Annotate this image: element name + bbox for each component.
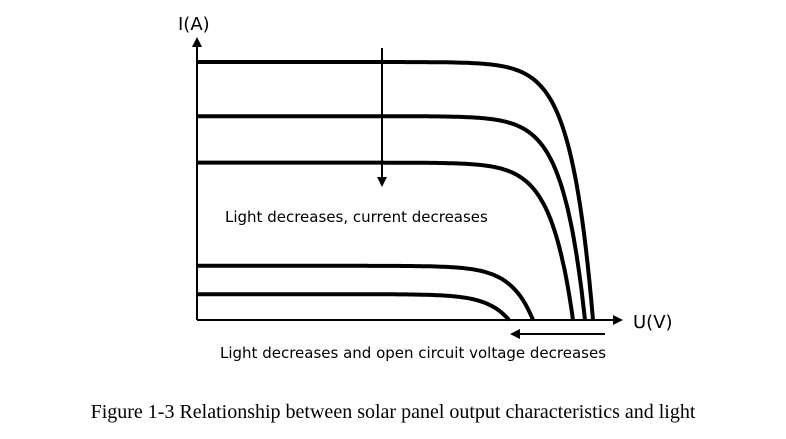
voltage-annotation: Light decreases and open circuit voltage…	[220, 344, 606, 362]
iv-curve-1	[196, 60, 595, 321]
figure-caption: Figure 1-3 Relationship between solar pa…	[91, 401, 696, 423]
curve-group	[196, 60, 595, 322]
iv-curve-2	[196, 114, 587, 321]
x-axis-label: U(V)	[633, 312, 673, 333]
iv-curve-4	[196, 263, 535, 321]
current-annotation: Light decreases, current decreases	[225, 208, 488, 226]
iv-curve-5	[196, 292, 511, 322]
iv-curve-3	[196, 160, 575, 321]
y-axis-label: I(A)	[178, 14, 210, 35]
